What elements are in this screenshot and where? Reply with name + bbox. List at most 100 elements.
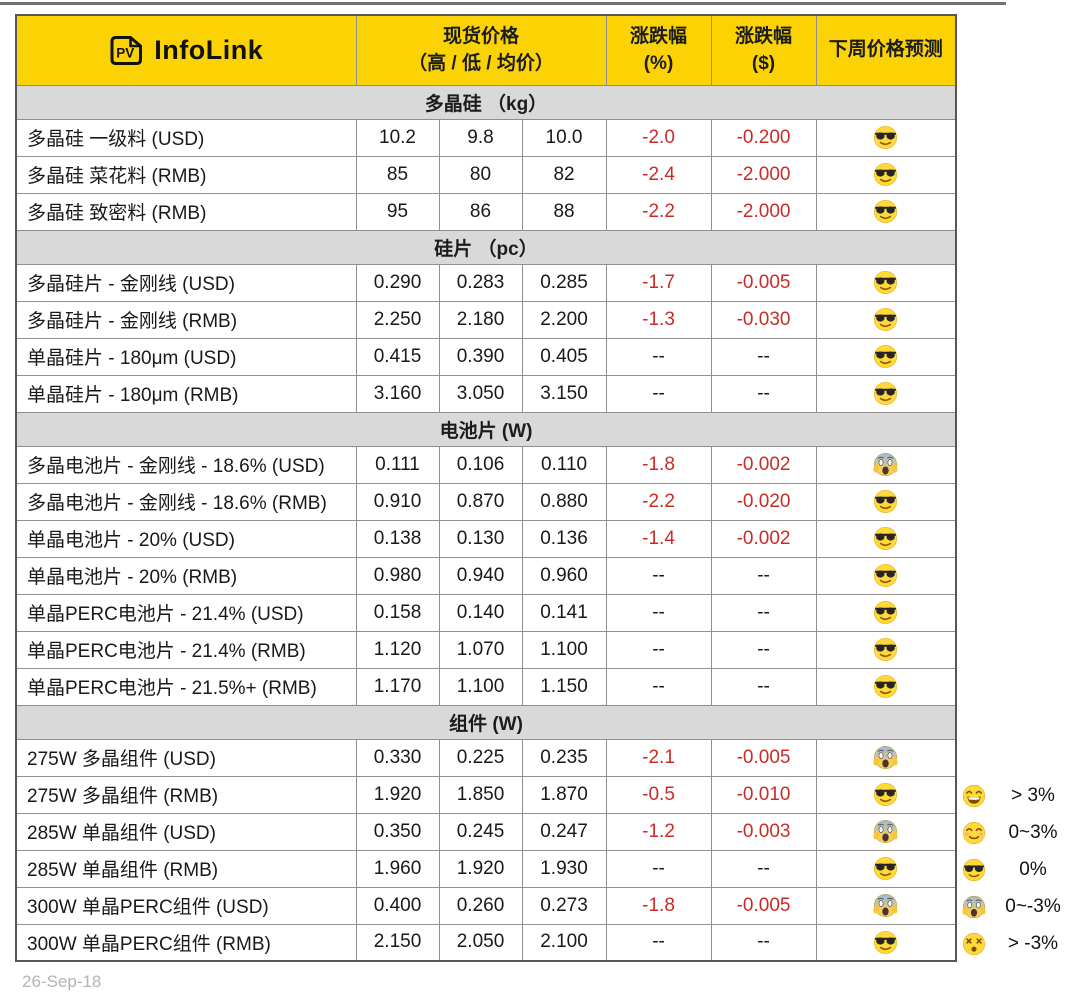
sunglasses-face-icon	[874, 563, 898, 588]
cell-change-usd: -0.005	[710, 886, 817, 925]
cell-high: 1.120	[355, 630, 440, 669]
cell-high: 85	[355, 155, 440, 194]
cell-change-usd: --	[710, 593, 817, 632]
table-row: 多晶硅 致密料 (RMB) 95 86 88 -2.2 -2.000	[15, 192, 957, 231]
cell-avg: 0.273	[521, 886, 607, 925]
cell-low: 1.070	[438, 630, 523, 669]
cell-avg: 10.0	[521, 118, 607, 157]
cell-low: 0.130	[438, 519, 523, 558]
cell-change-pct: -2.2	[605, 482, 712, 521]
cell-product: 单晶电池片 - 20% (USD)	[15, 519, 357, 558]
cell-avg: 0.141	[521, 593, 607, 632]
cell-avg: 1.930	[521, 849, 607, 888]
sunglasses-face-icon	[874, 637, 898, 662]
table-row: 275W 多晶组件 (RMB) 1.920 1.850 1.870 -0.5 -0.010	[15, 775, 957, 814]
cell-high: 2.250	[355, 300, 440, 339]
cell-change-pct: --	[605, 556, 712, 595]
cell-change-pct: -2.4	[605, 155, 712, 194]
table-row: 300W 单晶PERC组件 (USD) 0.400 0.260 0.273 -1.8 -0…	[15, 886, 957, 925]
smile-face-icon	[962, 821, 986, 844]
sunglasses-face-icon	[874, 307, 898, 332]
cell-avg: 0.880	[521, 482, 607, 521]
cell-change-pct: -0.5	[605, 775, 712, 814]
cell-high: 1.170	[355, 667, 440, 706]
cell-change-pct: --	[605, 593, 712, 632]
cell-low: 0.225	[438, 738, 523, 777]
cell-forecast	[815, 630, 957, 669]
cell-high: 95	[355, 192, 440, 231]
cell-low: 1.920	[438, 849, 523, 888]
cell-change-pct: -1.4	[605, 519, 712, 558]
cell-forecast	[815, 849, 957, 888]
cell-forecast	[815, 445, 957, 484]
table-row: 多晶硅片 - 金刚线 (RMB) 2.250 2.180 2.200 -1.3 -0.03…	[15, 300, 957, 339]
sunglasses-face-icon	[874, 930, 898, 954]
price-table-body: 多晶硅 （kg） 多晶硅 一级料 (USD) 10.2 9.8 10.0 -2.0 -0.2…	[15, 84, 957, 962]
cell-change-usd: -0.030	[710, 300, 817, 339]
sunglasses-face-icon	[874, 782, 898, 807]
cell-product: 多晶硅 菜花料 (RMB)	[15, 155, 357, 194]
grin-face-icon	[962, 784, 986, 807]
table-row: 多晶硅 一级料 (USD) 10.2 9.8 10.0 -2.0 -0.200	[15, 118, 957, 157]
dizzy-face-icon	[962, 932, 986, 955]
cell-forecast	[815, 118, 957, 157]
cell-low: 0.260	[438, 886, 523, 925]
section-header-row: 电池片 (W)	[15, 411, 957, 447]
cell-high: 3.160	[355, 374, 440, 413]
legend-label: > 3%	[1011, 784, 1055, 806]
scream-face-icon	[873, 819, 898, 844]
cell-change-pct: -2.1	[605, 738, 712, 777]
col-header-spot-price: 现货价格 （高 / 低 / 均价）	[355, 14, 607, 86]
cell-avg: 0.285	[521, 263, 607, 302]
cell-change-usd: -0.005	[710, 738, 817, 777]
legend-label: 0%	[1019, 858, 1047, 880]
table-row: 单晶硅片 - 180μm (USD) 0.415 0.390 0.405 -- --	[15, 337, 957, 376]
cell-forecast	[815, 519, 957, 558]
cell-high: 0.138	[355, 519, 440, 558]
cell-avg: 0.110	[521, 445, 607, 484]
sunglasses-face-icon	[962, 858, 986, 881]
section-title: 硅片 （pc）	[15, 229, 957, 265]
cell-avg: 2.100	[521, 923, 607, 962]
cell-high: 2.150	[355, 923, 440, 962]
cell-avg: 88	[521, 192, 607, 231]
cell-change-pct: -1.8	[605, 886, 712, 925]
sunglasses-face-icon	[874, 344, 898, 369]
date-stamp: 26-Sep-18	[22, 972, 102, 991]
cell-change-usd: --	[710, 849, 817, 888]
cell-forecast	[815, 775, 957, 814]
cell-low: 9.8	[438, 118, 523, 157]
pv-logo-icon: PV	[110, 35, 143, 65]
cell-low: 1.850	[438, 775, 523, 814]
forecast-legend: > 3% 0~3% 0% 0~-3% > -3%	[956, 777, 1080, 962]
table-row: 285W 单晶组件 (USD) 0.350 0.245 0.247 -1.2 -0.003	[15, 812, 957, 851]
cell-change-pct: --	[605, 337, 712, 376]
cell-change-usd: -2.000	[710, 192, 817, 231]
cell-forecast	[815, 337, 957, 376]
cell-product: 单晶PERC电池片 - 21.4% (USD)	[15, 593, 357, 632]
cell-change-usd: --	[710, 667, 817, 706]
cell-change-pct: -1.7	[605, 263, 712, 302]
cell-change-usd: -0.003	[710, 812, 817, 851]
cell-change-usd: -0.002	[710, 445, 817, 484]
section-header-row: 多晶硅 （kg）	[15, 84, 957, 120]
cell-low: 3.050	[438, 374, 523, 413]
legend-label: > -3%	[1007, 932, 1059, 954]
cell-high: 0.330	[355, 738, 440, 777]
cell-high: 0.350	[355, 812, 440, 851]
cell-avg: 1.870	[521, 775, 607, 814]
legend-item: > -3%	[956, 925, 1080, 962]
section-title: 电池片 (W)	[15, 411, 957, 447]
cell-change-usd: --	[710, 630, 817, 669]
table-row: 275W 多晶组件 (USD) 0.330 0.225 0.235 -2.1 -0.005	[15, 738, 957, 777]
table-row: 多晶硅片 - 金刚线 (USD) 0.290 0.283 0.285 -1.7 -0.00…	[15, 263, 957, 302]
table-row: 285W 单晶组件 (RMB) 1.960 1.920 1.930 -- --	[15, 849, 957, 888]
cell-high: 0.290	[355, 263, 440, 302]
cell-change-pct: --	[605, 630, 712, 669]
cell-product: 单晶电池片 - 20% (RMB)	[15, 556, 357, 595]
cell-avg: 0.247	[521, 812, 607, 851]
table-row: 单晶硅片 - 180μm (RMB) 3.160 3.050 3.150 -- --	[15, 374, 957, 413]
cell-product: 多晶硅片 - 金刚线 (RMB)	[15, 300, 357, 339]
table-row: 单晶PERC电池片 - 21.5%+ (RMB) 1.170 1.100 1.150-…	[15, 667, 957, 706]
